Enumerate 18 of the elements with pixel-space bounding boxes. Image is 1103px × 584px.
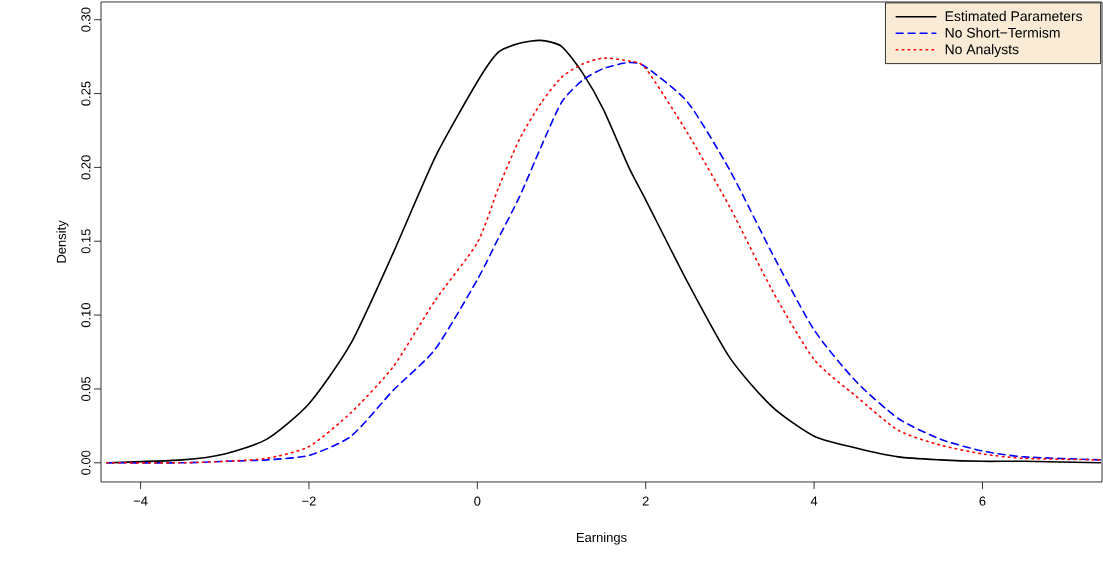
y-tick-label: 0.10 (81, 302, 91, 328)
legend-label: No Analysts (945, 44, 1019, 58)
y-tick-label: 0.15 (81, 229, 91, 254)
x-tick-label: 6 (979, 496, 986, 506)
x-tick-label: 2 (642, 496, 649, 506)
legend-label: Estimated Parameters (945, 10, 1083, 22)
y-tick-label: 0.00 (81, 450, 91, 475)
y-tick-label: 0.30 (81, 7, 91, 32)
x-tick-label: −4 (133, 496, 148, 506)
y-axis-title: Density (56, 220, 69, 263)
x-tick-label: 0 (474, 496, 481, 506)
y-tick-label: 0.25 (81, 81, 91, 106)
x-axis-title: Earnings (577, 532, 627, 545)
y-tick-label: 0.05 (81, 376, 91, 402)
legend-label: No Short−Termism (945, 27, 1060, 38)
x-tick-label: −2 (302, 496, 316, 506)
y-tick-label: 0.20 (81, 155, 91, 180)
x-tick-label: 4 (810, 496, 818, 506)
